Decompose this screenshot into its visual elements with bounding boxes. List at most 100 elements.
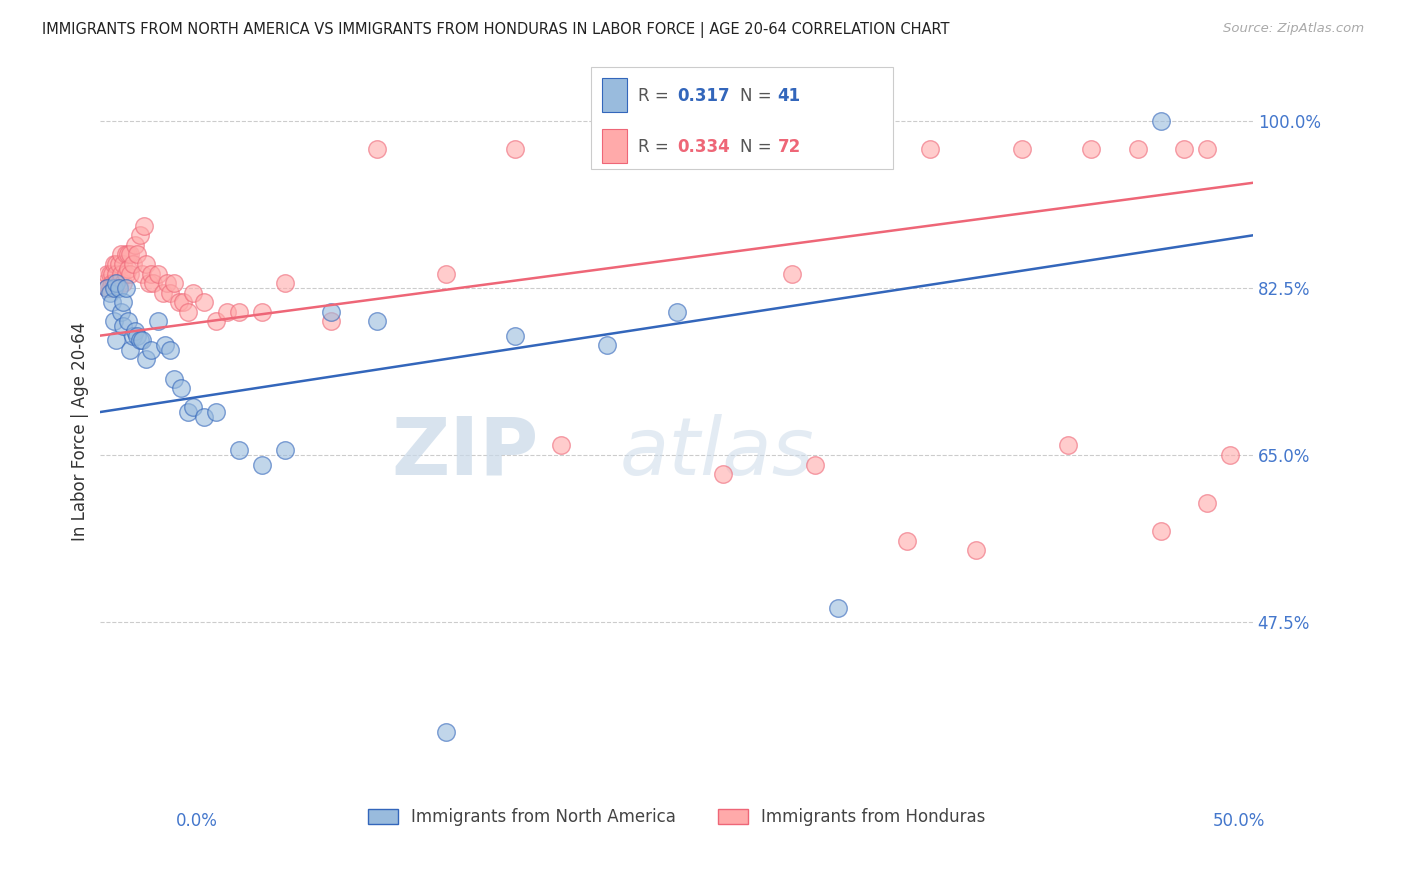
Point (177, 304, 200, 318)
Point (98, 281, 121, 295)
Point (204, 405, 226, 419)
Point (319, 304, 342, 318)
Point (503, 142, 526, 156)
Point (103, 257, 125, 271)
Point (228, 443, 250, 458)
Text: 0.317: 0.317 (678, 87, 730, 104)
Point (167, 295, 190, 310)
Point (124, 238, 146, 252)
Point (1080, 142, 1102, 156)
Point (274, 443, 297, 458)
Point (128, 228, 150, 243)
Point (170, 381, 193, 395)
Point (96, 267, 118, 281)
Point (110, 247, 132, 261)
Point (98, 285, 121, 300)
Point (734, 142, 756, 156)
Point (274, 276, 297, 290)
Point (105, 276, 128, 290)
Point (1219, 448, 1241, 462)
Text: 0.334: 0.334 (678, 138, 731, 156)
Point (920, 142, 942, 156)
Point (319, 314, 342, 328)
Point (596, 142, 619, 156)
Point (139, 267, 162, 281)
Point (193, 295, 215, 310)
Point (103, 276, 125, 290)
Point (107, 257, 129, 271)
Point (105, 267, 128, 281)
Point (112, 319, 135, 334)
Point (117, 261, 139, 276)
Point (138, 276, 160, 290)
Point (163, 371, 186, 385)
Point (112, 276, 135, 290)
Point (112, 257, 135, 271)
Point (96, 281, 118, 295)
Point (177, 405, 200, 419)
Point (120, 247, 142, 261)
Text: R =: R = (638, 138, 675, 156)
Point (96, 281, 118, 295)
Point (153, 338, 176, 352)
Point (204, 314, 226, 328)
Text: 72: 72 (778, 138, 801, 156)
Point (121, 328, 143, 343)
Point (434, 725, 457, 739)
Point (124, 324, 146, 338)
Point (172, 295, 194, 310)
Point (228, 304, 250, 318)
Point (134, 219, 156, 233)
Point (142, 276, 165, 290)
Point (101, 276, 124, 290)
Point (127, 247, 149, 261)
Point (114, 281, 136, 295)
Text: R =: R = (638, 87, 675, 104)
Point (107, 276, 129, 290)
Point (965, 543, 987, 558)
Point (163, 276, 186, 290)
Point (131, 334, 153, 348)
Point (146, 267, 169, 281)
Point (503, 328, 526, 343)
Text: N =: N = (740, 87, 776, 104)
Point (127, 328, 149, 343)
Point (98, 267, 121, 281)
Point (159, 343, 181, 357)
Point (110, 267, 132, 281)
Point (896, 533, 918, 548)
Point (849, 142, 872, 156)
Point (114, 247, 136, 261)
Point (103, 314, 125, 328)
Y-axis label: In Labor Force | Age 20-64: In Labor Force | Age 20-64 (72, 321, 89, 541)
Point (1149, 113, 1171, 128)
Point (1173, 142, 1195, 156)
Point (107, 281, 129, 295)
Point (105, 334, 128, 348)
Point (217, 304, 239, 318)
Point (117, 314, 139, 328)
Text: 50.0%: 50.0% (1213, 812, 1265, 830)
Point (121, 257, 143, 271)
Text: ZIP: ZIP (391, 414, 538, 491)
Text: IMMIGRANTS FROM NORTH AMERICA VS IMMIGRANTS FROM HONDURAS IN LABOR FORCE | AGE 2: IMMIGRANTS FROM NORTH AMERICA VS IMMIGRA… (42, 22, 949, 38)
Point (146, 314, 169, 328)
Point (101, 295, 124, 310)
Point (135, 352, 157, 367)
Text: atlas: atlas (620, 414, 815, 491)
Point (159, 285, 181, 300)
Legend: Immigrants from North America, Immigrants from Honduras: Immigrants from North America, Immigrant… (360, 800, 994, 835)
Text: 41: 41 (778, 87, 800, 104)
Point (117, 247, 139, 261)
Point (193, 409, 215, 424)
Point (1195, 496, 1218, 510)
Point (135, 257, 157, 271)
Point (1149, 524, 1171, 539)
Point (804, 458, 827, 472)
Point (665, 142, 688, 156)
Point (366, 142, 388, 156)
Point (711, 467, 734, 481)
Point (827, 600, 849, 615)
Point (1011, 142, 1033, 156)
Point (152, 285, 174, 300)
